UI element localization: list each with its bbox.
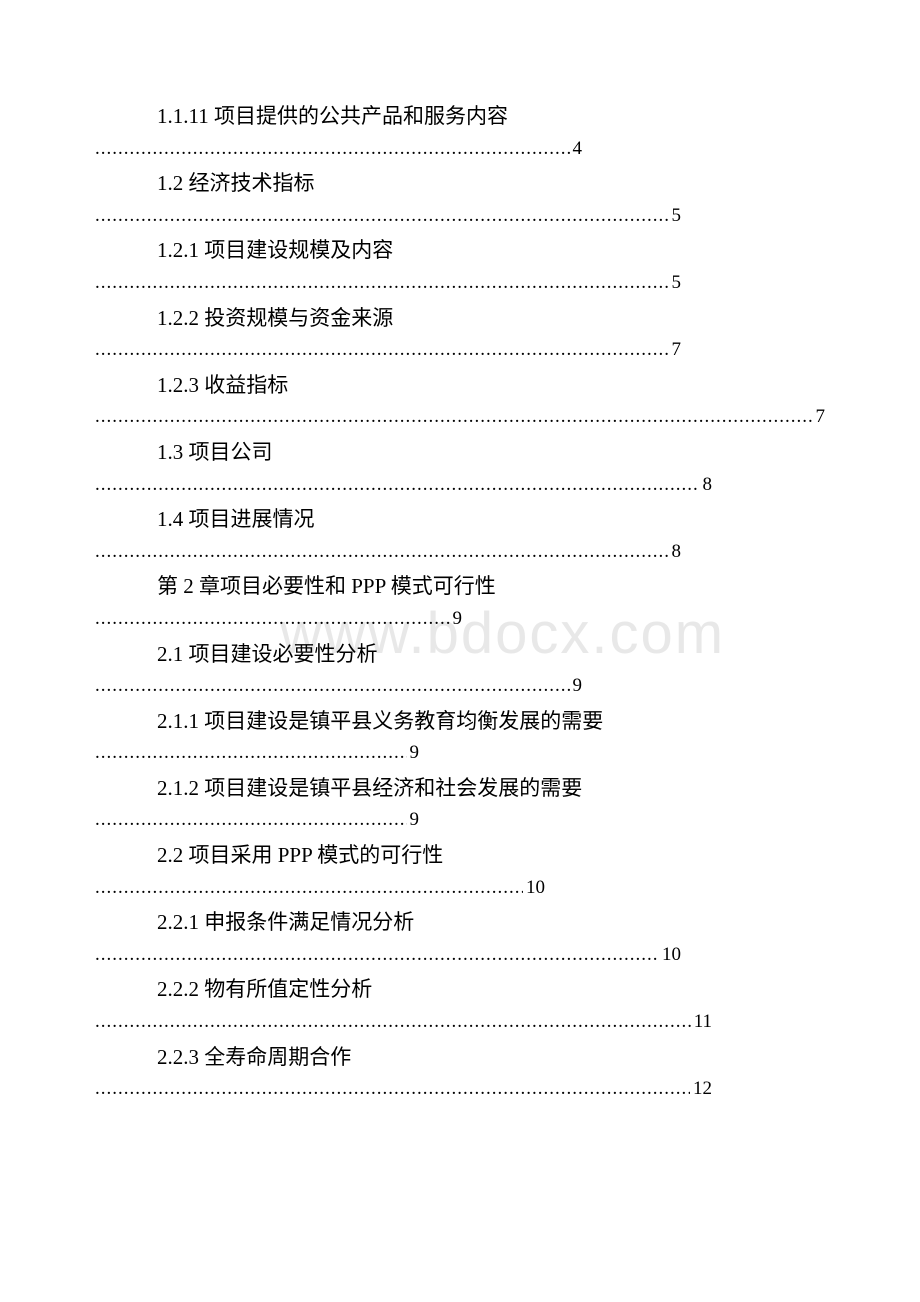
toc-dots-line: ........................................…: [95, 203, 681, 230]
toc-dots-line: ........................................…: [95, 337, 681, 364]
toc-title: 1.2.3 收益指标: [95, 369, 825, 403]
toc-title: 2.1 项目建设必要性分析: [95, 638, 825, 672]
toc-entry: 1.4 项目进展情况 .............................…: [95, 503, 825, 565]
toc-page-num: 9: [450, 606, 463, 633]
toc-page-num: 7: [669, 337, 682, 364]
toc-title: 2.1.1 项目建设是镇平县义务教育均衡发展的需要: [95, 705, 825, 739]
toc-page-num: 9: [407, 740, 420, 767]
toc-title: 1.2.2 投资规模与资金来源: [95, 302, 825, 336]
toc-entry: 1.2.2 投资规模与资金来源 ........................…: [95, 302, 825, 364]
toc-page-num: 7: [813, 404, 826, 431]
toc-title: 2.2.3 全寿命周期合作: [95, 1041, 825, 1075]
toc-dots: ........................................…: [95, 1076, 690, 1103]
toc-dots-line: ........................................…: [95, 673, 582, 700]
toc-entry: 2.2.1 申报条件满足情况分析 .......................…: [95, 906, 825, 968]
toc-page-num: 9: [407, 807, 420, 834]
toc-dots-line: ........................................…: [95, 606, 462, 633]
toc-page-num: 8: [700, 472, 713, 499]
toc-entry: 2.2.2 物有所值定性分析 .........................…: [95, 973, 825, 1035]
toc-entry: 1.2 经济技术指标 .............................…: [95, 167, 825, 229]
toc-title: 1.3 项目公司: [95, 436, 825, 470]
toc-dots: ........................................…: [95, 136, 570, 163]
toc-dots: ........................................…: [95, 673, 570, 700]
toc-dots: ........................................…: [95, 606, 450, 633]
toc-page-num: 5: [669, 270, 682, 297]
toc-dots-line: ........................................…: [95, 1009, 712, 1036]
toc-entry: 2.1 项目建设必要性分析 ..........................…: [95, 638, 825, 700]
toc-dots-line: ........................................…: [95, 942, 681, 969]
toc-dots: ........................................…: [95, 740, 407, 767]
toc-entry: 2.1.1 项目建设是镇平县义务教育均衡发展的需要 ..............…: [95, 705, 825, 767]
toc-dots: ........................................…: [95, 270, 669, 297]
toc-dots: ........................................…: [95, 203, 669, 230]
toc-dots: ........................................…: [95, 472, 700, 499]
toc-dots-line: ........................................…: [95, 740, 419, 767]
toc-page-num: 4: [570, 136, 583, 163]
toc-entry: 1.2.1 项目建设规模及内容 ........................…: [95, 234, 825, 296]
toc-entry: 2.2.3 全寿命周期合作 ..........................…: [95, 1041, 825, 1103]
toc-dots-line: ........................................…: [95, 1076, 712, 1103]
toc-title: 2.1.2 项目建设是镇平县经济和社会发展的需要: [95, 772, 825, 806]
toc-dots-line: ........................................…: [95, 404, 825, 431]
toc-dots-line: ........................................…: [95, 539, 681, 566]
toc-title: 1.1.11 项目提供的公共产品和服务内容: [95, 100, 825, 134]
toc-dots: ........................................…: [95, 337, 669, 364]
toc-title: 1.2 经济技术指标: [95, 167, 825, 201]
toc-page-num: 8: [669, 539, 682, 566]
toc-title: 1.4 项目进展情况: [95, 503, 825, 537]
toc-dots-line: ........................................…: [95, 136, 582, 163]
toc-entry: 1.3 项目公司 ...............................…: [95, 436, 825, 498]
toc-page-num: 5: [669, 203, 682, 230]
toc-page-num: 11: [691, 1009, 712, 1036]
toc-title: 2.2 项目采用 PPP 模式的可行性: [95, 839, 825, 873]
toc-entry: 1.1.11 项目提供的公共产品和服务内容 ..................…: [95, 100, 825, 162]
toc-dots: ........................................…: [95, 539, 669, 566]
toc-title: 2.2.2 物有所值定性分析: [95, 973, 825, 1007]
toc-page-num: 10: [659, 942, 681, 969]
toc-dots: ........................................…: [95, 404, 813, 431]
toc-page-num: 9: [570, 673, 583, 700]
toc-dots-line: ........................................…: [95, 270, 681, 297]
toc-entry: 第 2 章项目必要性和 PPP 模式可行性 ..................…: [95, 570, 825, 632]
toc-dots: ........................................…: [95, 807, 407, 834]
toc-title: 1.2.1 项目建设规模及内容: [95, 234, 825, 268]
toc-dots: ........................................…: [95, 875, 523, 902]
toc-title: 第 2 章项目必要性和 PPP 模式可行性: [95, 570, 825, 604]
toc-page-num: 10: [523, 875, 545, 902]
toc-dots: ........................................…: [95, 942, 659, 969]
toc-entry: 2.2 项目采用 PPP 模式的可行性 ....................…: [95, 839, 825, 901]
toc-dots: ........................................…: [95, 1009, 691, 1036]
toc-entry: 1.2.3 收益指标 .............................…: [95, 369, 825, 431]
toc-dots-line: ........................................…: [95, 472, 712, 499]
toc-dots-line: ........................................…: [95, 807, 419, 834]
toc-entry: 2.1.2 项目建设是镇平县经济和社会发展的需要 ...............…: [95, 772, 825, 834]
toc-page-num: 12: [690, 1076, 712, 1103]
toc-title: 2.2.1 申报条件满足情况分析: [95, 906, 825, 940]
toc-container: 1.1.11 项目提供的公共产品和服务内容 ..................…: [95, 100, 825, 1103]
toc-dots-line: ........................................…: [95, 875, 545, 902]
